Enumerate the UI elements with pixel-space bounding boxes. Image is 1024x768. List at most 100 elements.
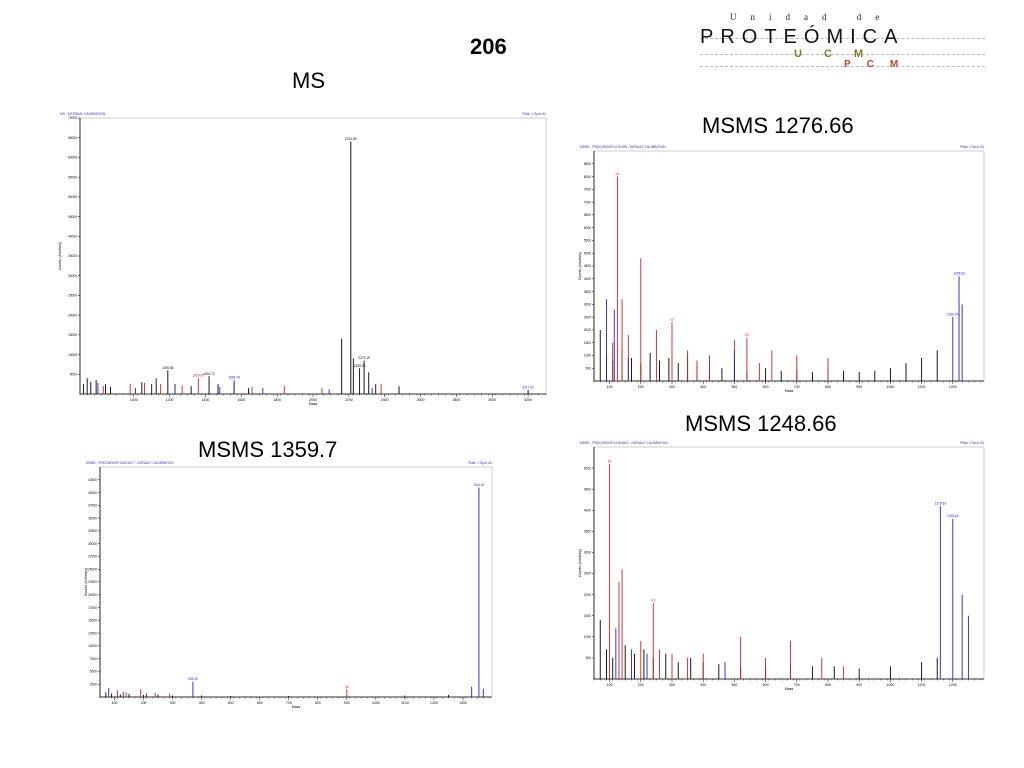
y-axis-label: Counts (Arbitrary) (578, 252, 582, 280)
y-tick-label: 32500 (88, 529, 97, 533)
y-tick-label: 17500 (88, 606, 97, 610)
x-tick-label: 900 (856, 683, 862, 687)
x-tick-label: 1300 (459, 701, 467, 705)
peak-label: 1190.56 (162, 366, 174, 370)
x-tick-label: 300 (170, 701, 176, 705)
x-tick-label: 1400 (202, 398, 210, 402)
y-tick-label: 15000 (88, 619, 97, 623)
y-tick-label: 1500 (584, 614, 591, 618)
x-tick-label: 200 (141, 701, 147, 705)
peak-label: 393.19 (188, 677, 198, 681)
y-tick-label: 35000 (68, 254, 77, 258)
chart-header-left: MSMS - PRECURSOR 1248.6647 - DEFAULT CAL… (580, 441, 668, 445)
x-axis-label: Mass (309, 402, 318, 406)
y-tick-label: 55000 (68, 175, 77, 179)
y-tick-label: 2000 (584, 593, 591, 597)
x-axis-label: Mass (785, 389, 794, 393)
y-tick-label: 500 (586, 656, 592, 660)
y-tick-label: 40000 (88, 491, 97, 495)
x-tick-label: 200 (638, 683, 644, 687)
msms3-title: MSMS 1248.66 (685, 411, 837, 436)
y-tick-label: 40000 (68, 234, 77, 238)
msms3-spectrum-chart: MSMS - PRECURSOR 1248.6647 - DEFAULT CAL… (578, 439, 988, 691)
y-tick-label: 1000 (584, 635, 591, 639)
y-tick-label: 2500 (90, 682, 97, 686)
peak-label: 1350.60 (193, 374, 205, 378)
x-tick-label: 1200 (166, 398, 174, 402)
y-tick-label: 35000 (88, 516, 97, 520)
msms1-svg: MSMS - PRECURSOR 1276.659 - DEFAULT CALI… (578, 145, 985, 393)
msms3-svg: MSMS - PRECURSOR 1248.6647 - DEFAULT CAL… (578, 441, 985, 691)
x-tick-label: 200 (638, 385, 644, 389)
y-tick-label: 2000 (584, 328, 591, 332)
logo-rule (700, 54, 985, 55)
peak-label: b2 (608, 459, 612, 463)
y-tick-label: 12500 (88, 631, 97, 635)
y-tick-label: 6000 (584, 226, 591, 230)
y-tick-label: 30000 (88, 542, 97, 546)
x-tick-label: 600 (257, 701, 263, 705)
x-tick-label: 1100 (918, 683, 926, 687)
chart-header-right: Plate: 1 Spot: 82 (960, 145, 984, 149)
y-tick-label: 50000 (68, 195, 77, 199)
y-tick-label: 15000 (68, 333, 77, 337)
ms-spectrum-chart: MS - INTERNAL CALIBRATION Plate: 1 Spot: … (58, 108, 550, 406)
x-tick-label: 2400 (381, 398, 389, 402)
y-tick-label: 25000 (68, 294, 77, 298)
y-tick-label: 65000 (68, 136, 77, 140)
y-tick-label: 37500 (88, 504, 97, 508)
y-tick-label: 42500 (88, 478, 97, 482)
peak-label: 1341.67 (473, 483, 485, 487)
chart-header-right: Plate: 1 Spot: 82 (468, 461, 492, 465)
x-tick-label: 2200 (345, 398, 353, 402)
x-tick-label: 2800 (452, 398, 460, 402)
peak-label: 1565.74 (228, 376, 240, 380)
y-tick-label: 10000 (68, 353, 77, 357)
x-axis-label: Mass (785, 687, 794, 691)
peak-label: 1431.72 (203, 372, 215, 376)
y-tick-label: 20000 (88, 593, 97, 597)
y-tick-label: 6500 (584, 213, 591, 217)
x-tick-label: 1100 (401, 701, 409, 705)
y-tick-label: 7000 (584, 200, 591, 204)
plot-frame (99, 466, 493, 698)
x-tick-label: 900 (856, 385, 862, 389)
x-tick-label: 800 (315, 701, 321, 705)
x-tick-label: 1000 (887, 385, 895, 389)
x-tick-label: 300 (669, 385, 675, 389)
x-tick-label: 2600 (417, 398, 425, 402)
peak-label: 3217.42 (522, 386, 534, 390)
peak-label: 2273.19 (358, 356, 370, 360)
plot-frame (593, 150, 985, 382)
y-tick-label: 22500 (88, 580, 97, 584)
y-tick-label: 3000 (584, 551, 591, 555)
y-tick-label: 4500 (584, 264, 591, 268)
x-tick-label: 400 (199, 701, 205, 705)
peak-label: 2211.09 (345, 137, 357, 141)
y-axis-label: Counts (Arbitrary) (578, 549, 582, 577)
peak-label: 1258.63 (953, 272, 965, 276)
y-axis-label: Counts (Arbitrary) (84, 568, 88, 596)
x-tick-label: 100 (112, 701, 118, 705)
x-tick-label: 400 (700, 385, 706, 389)
chart-header-left: MSMS - PRECURSOR 1276.659 - DEFAULT CALI… (580, 145, 666, 149)
peak-label: 1160.70 (947, 313, 959, 317)
peak-label: 2239.20 (354, 364, 366, 368)
x-tick-label: 1600 (237, 398, 245, 402)
logo-ucm-text: UCM (794, 48, 886, 60)
x-tick-label: 1000 (887, 683, 895, 687)
proteomica-logo: Unidad de PROTEÓMICA UCM PCM (700, 8, 990, 70)
peak-label: y3 (670, 318, 674, 322)
logo-pcm-text: PCM (844, 59, 915, 70)
peak-label: b3 (652, 599, 656, 603)
chart-header-left: MS - INTERNAL CALIBRATION (60, 112, 106, 116)
y-tick-label: 5000 (70, 372, 77, 376)
x-tick-label: 2000 (309, 398, 317, 402)
peak-label: 1215.63 (935, 502, 947, 506)
msms1-title: MSMS 1276.66 (702, 113, 854, 138)
peak-label: y8 (345, 685, 349, 689)
x-tick-label: 500 (228, 701, 234, 705)
chart-header-right: Plate: 1 Spot: 82 (522, 112, 546, 116)
y-tick-label: 3000 (584, 303, 591, 307)
x-tick-label: 800 (825, 683, 831, 687)
